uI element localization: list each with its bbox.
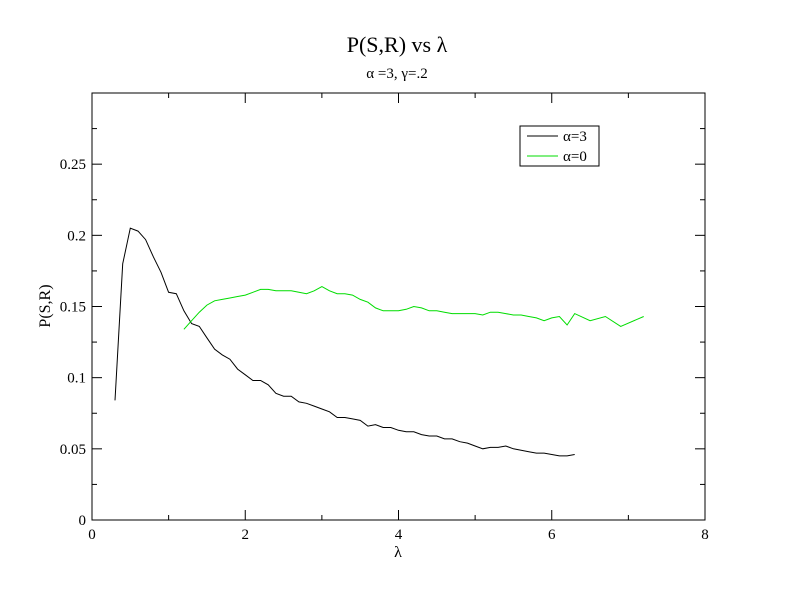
legend-label-alpha3: α=3 xyxy=(563,129,587,145)
series-line-1 xyxy=(183,286,644,330)
chart-title: P(S,R) vs λ xyxy=(347,32,448,57)
y-axis-label: P(S,R) xyxy=(37,284,54,327)
series-lines xyxy=(114,227,644,457)
y-tick-label: 0.2 xyxy=(67,228,86,244)
x-tick-label: 8 xyxy=(701,527,709,543)
legend-label-alpha0: α=0 xyxy=(563,149,587,165)
x-tick-label: 4 xyxy=(395,527,403,543)
x-tick-label: 6 xyxy=(548,527,556,543)
x-tick-label: 2 xyxy=(242,527,250,543)
legend: α=3 α=0 xyxy=(519,125,600,167)
y-tick-label: 0.05 xyxy=(60,442,86,458)
legend-box xyxy=(519,125,600,167)
x-tick-label: 0 xyxy=(88,527,96,543)
y-tick-label: 0.15 xyxy=(60,300,86,316)
plot-frame xyxy=(91,92,706,521)
axis-ticks xyxy=(91,92,706,521)
y-tick-label: 0.1 xyxy=(67,371,86,387)
y-tick-label: 0 xyxy=(79,513,87,529)
tick-labels: 0 2 4 6 8 0 0.05 0.1 0.15 0.2 0.25 xyxy=(60,157,709,543)
x-axis-label: λ xyxy=(394,544,402,561)
chart-subtitle: α =3, γ=.2 xyxy=(366,66,427,82)
y-tick-label: 0.25 xyxy=(60,157,86,173)
series-line-0 xyxy=(114,227,575,457)
